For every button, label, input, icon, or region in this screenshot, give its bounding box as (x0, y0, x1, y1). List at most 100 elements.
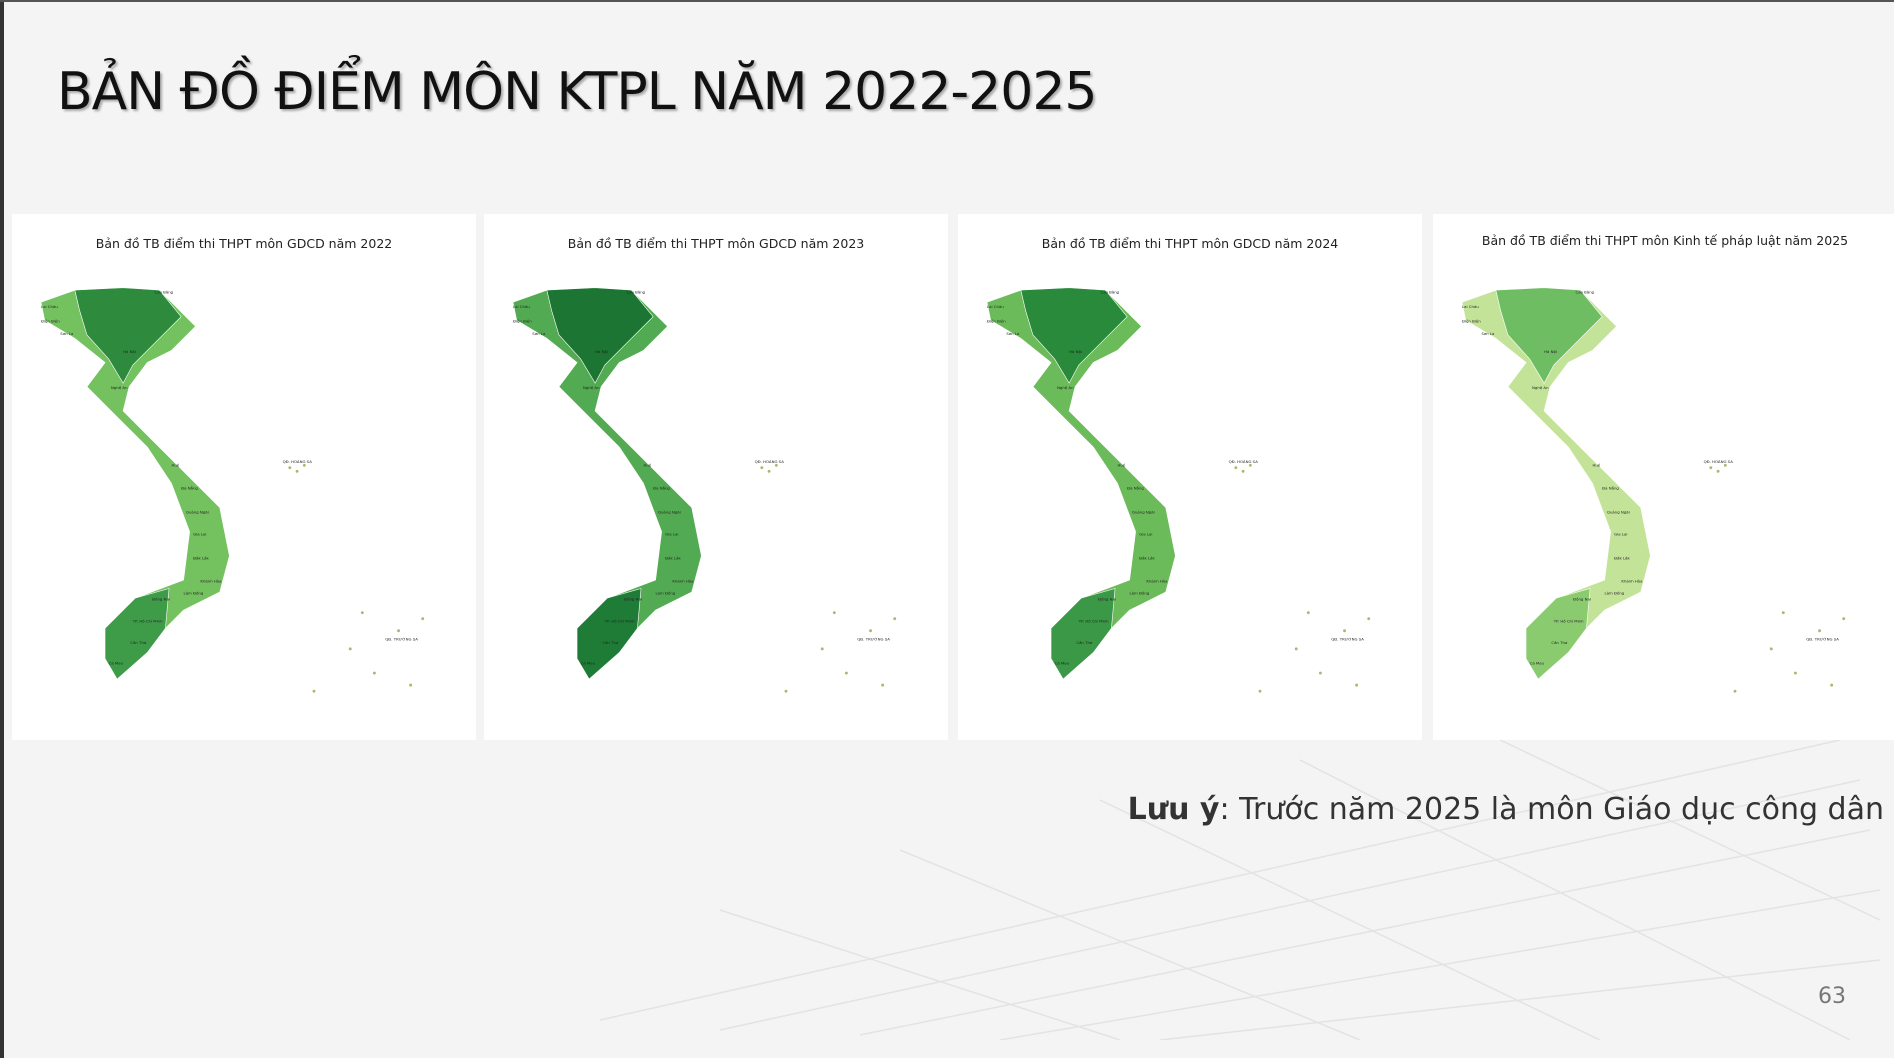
province-label: Nghệ An (111, 385, 128, 390)
province-label: Khánh Hòa (1621, 578, 1643, 583)
map: Bản đồ TB điểm thi THPT môn GDCD năm 202… (512, 236, 897, 693)
province-label: Cần Thơ (1551, 640, 1568, 645)
province-label: Gia Lai (1614, 531, 1627, 536)
province-label: QĐ. TRƯỜNG SA (1806, 636, 1839, 641)
province-label: Điện Biên (513, 319, 532, 324)
province-label: QĐ. HOÀNG SA (1229, 459, 1259, 464)
region-shape (1525, 588, 1591, 680)
region-shape (576, 588, 642, 680)
map-body: Cao Bằng Lai Châu Điện Biên Sơn La Hà Nội Ngh… (40, 287, 425, 693)
province-label: Cao Bằng (155, 290, 174, 295)
grid-decoration (600, 740, 1881, 1040)
province-label: QĐ. TRƯỜNG SA (385, 636, 418, 641)
island (1723, 463, 1727, 467)
province-label: Quảng Ngãi (658, 510, 681, 515)
island (1781, 611, 1785, 615)
province-label: Cao Bằng (627, 290, 646, 295)
island (302, 463, 306, 467)
province-label: QĐ. HOÀNG SA (1704, 459, 1734, 464)
island (767, 469, 771, 473)
map-panel: Bản đồ TB điểm thi THPT môn GDCD năm 202… (484, 214, 948, 740)
province-label: Điện Biên (987, 319, 1006, 324)
page-number: 63 (1818, 984, 1846, 1009)
province-label: Đà Nẵng (1602, 485, 1619, 490)
island (760, 466, 764, 470)
island (1258, 689, 1262, 693)
region-shape (74, 287, 182, 384)
country-shape (40, 287, 230, 680)
province-label: Gia Lai (193, 531, 206, 536)
island (893, 617, 897, 621)
island (421, 617, 425, 621)
province-label: Điện Biên (41, 319, 60, 324)
island (1793, 671, 1797, 675)
slide-edge (0, 0, 4, 1058)
province-label: Hà Nội (123, 349, 136, 354)
map-body: Cao Bằng Lai Châu Điện Biên Sơn La Hà Nội Ngh… (512, 287, 897, 693)
province-label: Gia Lai (665, 531, 678, 536)
province-label: Đắk Lắk (193, 555, 209, 560)
island (1294, 647, 1298, 651)
island (1830, 683, 1834, 687)
island (348, 647, 352, 651)
province-label: Điện Biên (1462, 319, 1481, 324)
map-title: Bản đồ TB điểm thi THPT môn Kinh tế pháp… (1482, 233, 1848, 248)
province-label: Nghệ An (583, 385, 600, 390)
province-label: Nghệ An (1532, 385, 1549, 390)
province-label: Lai Châu (513, 304, 530, 309)
province-label: Khánh Hòa (200, 578, 222, 583)
country-shape (512, 287, 702, 680)
province-label: Đắk Lắk (665, 555, 681, 560)
province-label: Cà Mau (581, 661, 596, 666)
province-label: Lai Châu (987, 304, 1004, 309)
slide-title: BẢN ĐỒ ĐIỂM MÔN KTPL NĂM 2022-2025 (57, 62, 1098, 122)
province-label: Cần Thơ (130, 640, 147, 645)
province-label: Huế (1117, 462, 1125, 467)
region-shape (1495, 287, 1603, 384)
province-label: TP. Hồ Chí Minh (132, 618, 163, 623)
province-label: Cà Mau (1055, 661, 1070, 666)
island (869, 629, 873, 633)
island (820, 647, 824, 651)
province-label: Đồng Nai (152, 597, 170, 602)
province-label: Huế (1592, 462, 1600, 467)
province-label: Đà Nẵng (1127, 485, 1144, 490)
province-label: QĐ. HOÀNG SA (283, 459, 313, 464)
province-label: Hà Nội (1069, 349, 1082, 354)
region-shape (1020, 287, 1128, 384)
island (1234, 466, 1238, 470)
province-label: Sơn La (1481, 331, 1495, 336)
island (409, 683, 413, 687)
province-label: Cà Mau (109, 661, 124, 666)
island (1733, 689, 1737, 693)
region-shape (104, 588, 170, 680)
province-label: Cần Thơ (602, 640, 619, 645)
province-label: Sơn La (1006, 331, 1020, 336)
island (1318, 671, 1322, 675)
map: Bản đồ TB điểm thi THPT môn Kinh tế pháp… (1461, 233, 1848, 693)
country-shape (986, 287, 1176, 680)
island (774, 463, 778, 467)
province-label: Khánh Hòa (1146, 578, 1168, 583)
province-label: Lâm Đồng (184, 591, 204, 596)
province-label: Đồng Nai (1573, 597, 1591, 602)
island (1716, 469, 1720, 473)
province-label: Đà Nẵng (181, 485, 198, 490)
province-label: Huế (643, 462, 651, 467)
island (1709, 466, 1713, 470)
note-label: Lưu ý (1127, 792, 1220, 827)
map-title: Bản đồ TB điểm thi THPT môn GDCD năm 202… (96, 236, 392, 251)
island (1818, 629, 1822, 633)
province-label: Cao Bằng (1576, 290, 1595, 295)
province-label: Đà Nẵng (653, 485, 670, 490)
island (397, 629, 401, 633)
country-shape (1461, 287, 1651, 680)
map-panel: Bản đồ TB điểm thi THPT môn Kinh tế pháp… (1433, 214, 1894, 740)
map: Bản đồ TB điểm thi THPT môn GDCD năm 202… (986, 236, 1371, 693)
province-label: TP. Hồ Chí Minh (1553, 618, 1584, 623)
map-panel: Bản đồ TB điểm thi THPT môn GDCD năm 202… (12, 214, 476, 740)
province-label: Gia Lai (1139, 531, 1152, 536)
island (844, 671, 848, 675)
province-label: Lâm Đồng (1130, 591, 1150, 596)
